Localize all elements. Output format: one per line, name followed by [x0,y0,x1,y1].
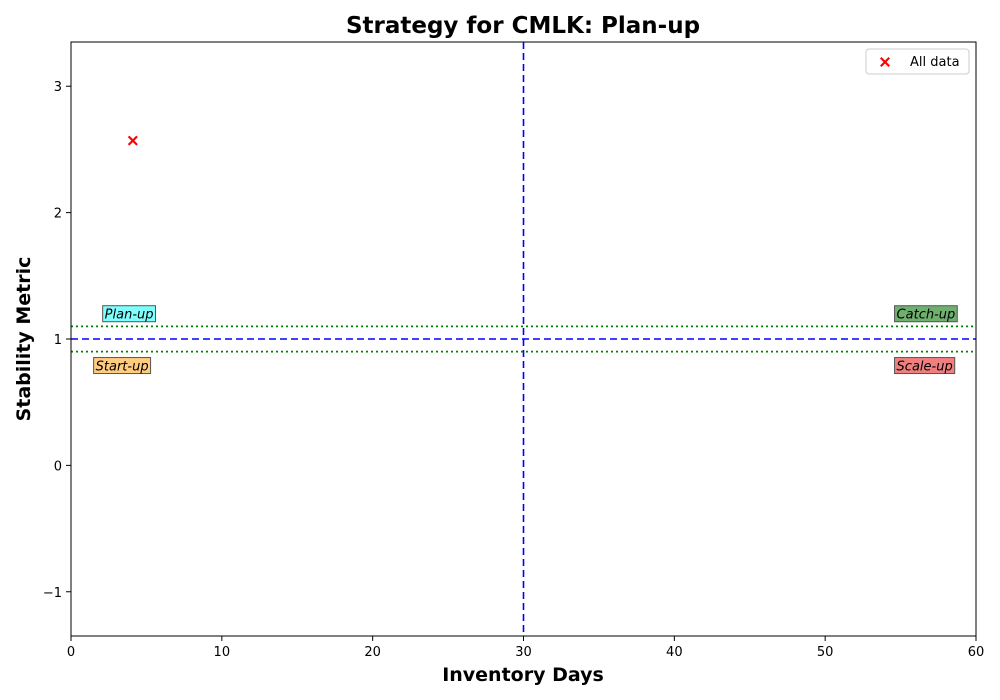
quadrant-label-box [102,305,157,323]
x-tick-label: 20 [364,645,381,660]
quadrant-label-text: Start-up [96,360,149,375]
x-tick-label: 30 [515,645,532,660]
legend: All data [865,48,970,75]
y-tick-label: 3 [54,80,62,95]
y-tick-label: 1 [54,333,62,348]
plot-area: 0 10 20 30 40 50 60 −1 0 1 2 3 Plan-up Catch-up Start-… [43,42,984,660]
x-tick-label: 0 [67,645,75,660]
legend-marker-all-data [880,57,890,67]
y-tick-label: 2 [54,207,62,222]
quadrant-label-text: Catch-up [897,308,956,323]
quadrant-label-box [93,357,152,375]
quadrant-label-text: Scale-up [897,360,953,375]
legend-label-all-data: All data [910,55,960,70]
data-point [127,135,138,146]
quadrant-label-scale-up: Scale-up [894,357,956,375]
legend-marker-icon [880,57,890,67]
x-tick-label: 50 [817,645,834,660]
quadrant-label-box [894,357,956,375]
quadrant-label-catch-up: Catch-up [894,305,958,323]
quadrant-label-start-up: Start-up [93,357,152,375]
quadrant-label-box [894,305,958,323]
legend-box [865,48,970,75]
y-tick-label: 0 [54,459,62,474]
y-axis-label: Stability Metric [13,257,35,422]
chart-title: Strategy for CMLK: Plan-up [346,13,700,39]
quadrant-label-text: Plan-up [105,308,154,323]
x-axis-label: Inventory Days [442,664,604,686]
x-tick-label: 10 [214,645,231,660]
x-tick-label: 40 [666,645,683,660]
x-tick-label: 60 [968,645,985,660]
quadrant-label-plan-up: Plan-up [102,305,157,323]
y-tick-label: −1 [43,586,62,601]
plot-frame [70,41,977,637]
